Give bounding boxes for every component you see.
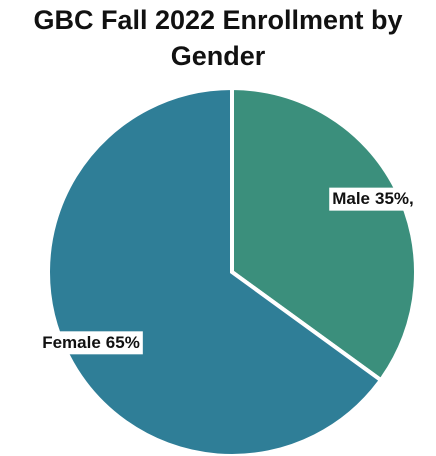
data-label: Male 35%, bbox=[329, 187, 417, 211]
data-label-text: Female 65% bbox=[42, 333, 140, 352]
data-label-box bbox=[39, 331, 143, 355]
category-label: Female bbox=[42, 333, 101, 352]
data-label-box bbox=[329, 187, 417, 211]
category-label: Male bbox=[332, 190, 370, 209]
data-label: Female 65% bbox=[39, 331, 143, 355]
value-label: 35%, bbox=[375, 190, 414, 209]
chart-title: GBC Fall 2022 Enrollment by Gender bbox=[33, 5, 403, 71]
value-label: 65% bbox=[106, 333, 140, 352]
pie-slice bbox=[46, 85, 384, 456]
data-label-text: Male 35%, bbox=[332, 190, 414, 209]
